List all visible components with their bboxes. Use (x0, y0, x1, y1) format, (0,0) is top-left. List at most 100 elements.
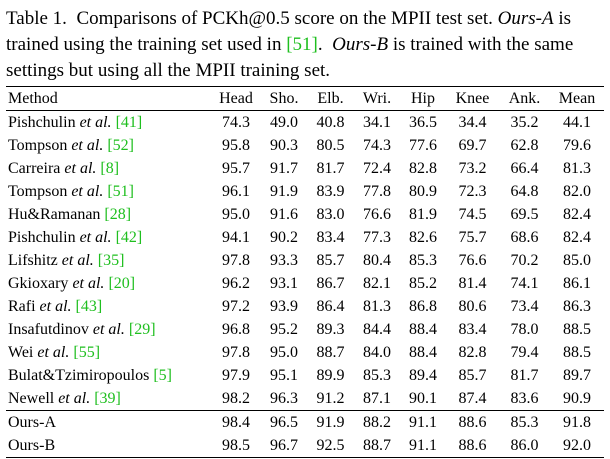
score-cell: 96.1 (222, 183, 250, 200)
citation-link[interactable]: [39] (94, 390, 121, 407)
score-cell: 85.3 (499, 410, 550, 434)
table-row: Wei et al. [55] 97.8 95.0 88.7 84.0 88.4 82.8 7… (6, 341, 604, 364)
score-cell: 36.5 (409, 114, 437, 131)
score-cell: 35.2 (510, 114, 539, 131)
method-cell: Rafi et al. [43] (6, 295, 211, 318)
score-cell: 77.6 (409, 137, 437, 154)
citation-link[interactable]: [42] (115, 229, 143, 246)
score-cell: 96.7 (261, 434, 307, 458)
table-row: Bulat&Tzimiropoulos [5] 97.9 95.1 89.9 85.3 8… (6, 364, 604, 387)
score-cell: 81.4 (458, 275, 487, 292)
score-cell: 89.7 (563, 367, 591, 384)
method-name: Rafi (8, 298, 36, 315)
column-header: Elb. (307, 86, 354, 111)
method-name: Wei (8, 344, 34, 361)
score-cell: 81.3 (563, 160, 591, 177)
score-cell: 86.8 (409, 298, 437, 315)
score-cell: 95.1 (270, 367, 298, 384)
method-cell: Ours-B (6, 434, 211, 458)
score-cell: 86.1 (563, 275, 591, 292)
score-cell: 95.7 (222, 160, 250, 177)
method-name: Tompson (8, 137, 68, 154)
score-cell: 95.0 (270, 344, 298, 361)
score-cell: 76.6 (458, 252, 487, 269)
score-cell: 96.8 (222, 321, 250, 338)
citation-link[interactable]: [28] (104, 206, 132, 223)
table-header-row: Method Head Sho. Elb. Wri. Hip Knee Ank. Mean (6, 86, 604, 111)
caption-ours-a: Ours-A (497, 8, 554, 29)
citation-link[interactable]: [29] (128, 321, 156, 338)
score-cell: 88.6 (446, 434, 499, 458)
method-cell: Insafutdinov et al. [29] (6, 318, 211, 341)
score-cell: 44.1 (563, 114, 591, 131)
table-row: Gkioxary et al. [20] 96.2 93.1 86.7 82.1 85.2… (6, 272, 604, 295)
score-cell: 82.6 (409, 229, 437, 246)
score-cell: 88.4 (409, 321, 437, 338)
et-al: et al. (71, 183, 104, 200)
method-name: Pishchulin (8, 114, 76, 131)
score-cell: 86.0 (499, 434, 550, 458)
column-header: Knee (446, 86, 499, 111)
score-cell: 81.3 (363, 298, 391, 315)
score-cell: 82.4 (563, 206, 591, 223)
score-cell: 92.5 (307, 434, 354, 458)
method-name: Lifshitz (8, 252, 58, 269)
method-name: Carreira (8, 160, 61, 177)
score-cell: 97.9 (222, 367, 250, 384)
et-al: et al. (79, 114, 112, 131)
table-row: Ours-A 98.4 96.5 91.9 88.2 91.1 88.6 85.3 91.8 (6, 410, 604, 434)
score-cell: 74.1 (510, 275, 539, 292)
score-cell: 88.5 (563, 321, 591, 338)
method-name: Insafutdinov (8, 321, 89, 338)
caption-ours-b: Ours-B (332, 34, 389, 55)
column-header: Mean (550, 86, 604, 111)
score-cell: 85.2 (409, 275, 437, 292)
score-cell: 83.0 (316, 206, 345, 223)
score-cell: 34.4 (458, 114, 487, 131)
citation-link[interactable]: [41] (115, 114, 143, 131)
et-al: et al. (37, 344, 70, 361)
score-cell: 49.0 (270, 114, 298, 131)
caption-label: Table 1. (6, 8, 67, 29)
score-cell: 80.5 (316, 137, 345, 154)
citation-link[interactable]: [43] (75, 298, 103, 315)
score-cell: 96.5 (261, 410, 307, 434)
score-cell: 86.3 (563, 298, 591, 315)
score-cell: 66.4 (510, 160, 539, 177)
citation-link[interactable]: [5] (153, 367, 172, 384)
score-cell: 96.3 (270, 390, 298, 407)
et-al: et al. (72, 275, 105, 292)
score-cell: 85.7 (316, 252, 345, 269)
score-cell: 91.8 (550, 410, 604, 434)
score-cell: 70.2 (510, 252, 539, 269)
score-cell: 95.2 (270, 321, 298, 338)
score-cell: 88.2 (354, 410, 400, 434)
score-cell: 84.0 (363, 344, 391, 361)
column-header: Method (6, 86, 211, 111)
score-cell: 97.2 (222, 298, 250, 315)
method-name: Gkioxary (8, 275, 69, 292)
caption-text: is trained with the same settings but us… (6, 34, 574, 81)
caption-text: Comparisons of PCKh@0.5 score on the MPI… (76, 8, 493, 29)
citation-link[interactable]: [51] (286, 34, 318, 55)
citation-link[interactable]: [51] (107, 183, 134, 200)
citation-link[interactable]: [8] (100, 160, 120, 177)
method-cell: Pishchulin et al. [41] (6, 111, 211, 135)
score-cell: 91.1 (400, 434, 446, 458)
method-cell: Carreira et al. [8] (6, 157, 211, 180)
score-cell: 74.5 (458, 206, 487, 223)
score-cell: 89.3 (316, 321, 345, 338)
citation-link[interactable]: [20] (108, 275, 136, 292)
method-name: Newell (8, 390, 55, 407)
column-header: Wri. (354, 86, 400, 111)
citation-link[interactable]: [35] (97, 252, 125, 269)
score-cell: 85.0 (563, 252, 591, 269)
score-cell: 77.3 (363, 229, 391, 246)
citation-link[interactable]: [55] (73, 344, 101, 361)
table-row: Rafi et al. [43] 97.2 93.9 86.4 81.3 86.8 80.6… (6, 295, 604, 318)
et-al: et al. (64, 160, 97, 177)
score-cell: 88.5 (563, 344, 591, 361)
method-cell: Tompson et al. [52] (6, 134, 211, 157)
citation-link[interactable]: [52] (107, 137, 134, 154)
et-al: et al. (71, 137, 104, 154)
